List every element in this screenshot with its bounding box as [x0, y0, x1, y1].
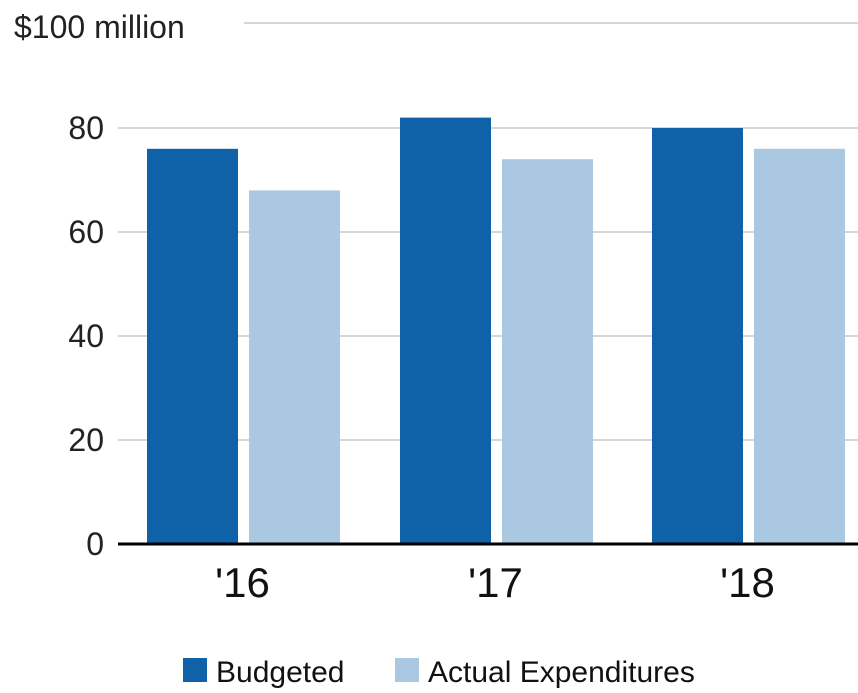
bars [147, 117, 845, 545]
bar-budgeted [652, 128, 743, 544]
legend: Budgeted Actual Expenditures [183, 656, 695, 689]
legend-label: Budgeted [216, 656, 344, 689]
x-category-labels: '16 '17 '18 [215, 559, 775, 606]
y-tick-label: 80 [68, 110, 104, 146]
y-tick-label: 20 [68, 422, 104, 458]
y-unit-label: $100 million [14, 9, 185, 45]
y-tick-label: 60 [68, 214, 104, 250]
x-category-label: '16 [215, 559, 270, 606]
legend-label: Actual Expenditures [428, 656, 695, 689]
x-category-label: '18 [720, 559, 775, 606]
y-tick-labels: 0 20 40 60 80 [68, 110, 104, 562]
bar-budgeted [400, 117, 491, 544]
x-category-label: '17 [468, 559, 523, 606]
y-tick-label: 40 [68, 318, 104, 354]
bar-budgeted [147, 148, 238, 545]
bar-actual [754, 148, 845, 545]
legend-swatch [395, 658, 419, 682]
legend-swatch [183, 658, 207, 682]
y-tick-label: 0 [86, 526, 104, 562]
bar-actual [249, 190, 340, 544]
bar-actual [502, 159, 593, 544]
